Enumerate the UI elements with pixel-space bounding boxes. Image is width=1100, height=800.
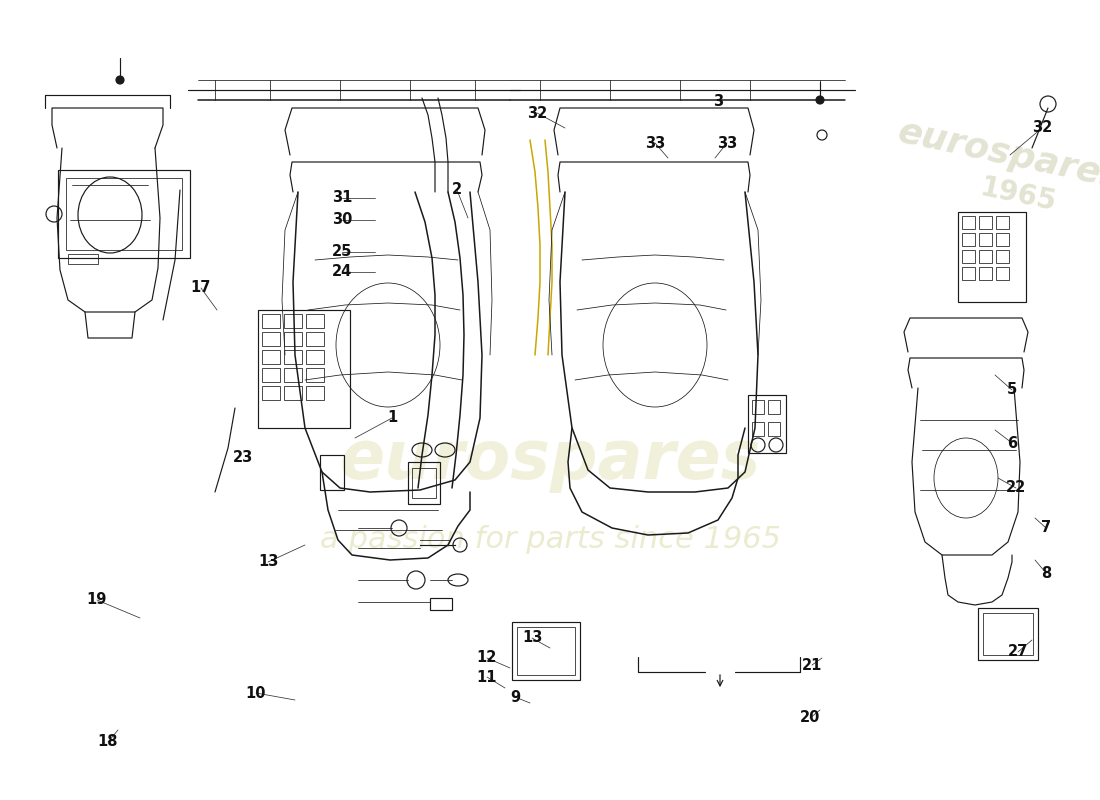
- Text: 32: 32: [1032, 121, 1052, 135]
- Bar: [284, 314, 302, 328]
- Bar: [262, 386, 280, 400]
- Circle shape: [816, 96, 824, 104]
- Text: 27: 27: [1008, 645, 1028, 659]
- Bar: [962, 267, 975, 280]
- Bar: [306, 350, 324, 364]
- Bar: [262, 332, 280, 346]
- Bar: [306, 386, 324, 400]
- Text: 1965: 1965: [977, 174, 1059, 217]
- Bar: [517, 627, 575, 675]
- Text: 24: 24: [332, 265, 352, 279]
- Text: a passion for parts since 1965: a passion for parts since 1965: [319, 526, 781, 554]
- Text: 5: 5: [1006, 382, 1018, 398]
- Text: 3: 3: [713, 94, 723, 110]
- Bar: [996, 233, 1009, 246]
- Bar: [748, 395, 786, 453]
- Text: 9: 9: [510, 690, 520, 705]
- Bar: [58, 170, 190, 258]
- Text: 22: 22: [1005, 481, 1026, 495]
- Bar: [430, 598, 452, 610]
- Bar: [284, 332, 302, 346]
- Text: 13: 13: [521, 630, 542, 646]
- Text: 11: 11: [476, 670, 497, 685]
- Bar: [996, 216, 1009, 229]
- Bar: [996, 267, 1009, 280]
- Bar: [258, 310, 350, 428]
- Bar: [958, 212, 1026, 302]
- Bar: [979, 267, 992, 280]
- Circle shape: [116, 76, 124, 84]
- Text: 1: 1: [387, 410, 397, 426]
- Text: 30: 30: [332, 213, 352, 227]
- Text: 12: 12: [476, 650, 497, 666]
- Text: 33: 33: [717, 135, 737, 150]
- Bar: [262, 368, 280, 382]
- Text: 17: 17: [190, 281, 211, 295]
- Text: 23: 23: [233, 450, 253, 466]
- Bar: [320, 455, 344, 490]
- Text: eurospares: eurospares: [339, 427, 761, 493]
- Bar: [752, 422, 764, 436]
- Bar: [979, 216, 992, 229]
- Text: 25: 25: [332, 245, 352, 259]
- Bar: [306, 368, 324, 382]
- Bar: [979, 233, 992, 246]
- Text: 18: 18: [98, 734, 119, 750]
- Bar: [284, 386, 302, 400]
- Bar: [962, 250, 975, 263]
- Bar: [979, 250, 992, 263]
- Text: 6: 6: [1006, 435, 1018, 450]
- Text: 2: 2: [452, 182, 462, 198]
- Bar: [412, 468, 436, 498]
- Text: 20: 20: [800, 710, 821, 726]
- Text: 21: 21: [802, 658, 822, 673]
- Bar: [962, 233, 975, 246]
- Bar: [306, 332, 324, 346]
- Bar: [512, 622, 580, 680]
- Bar: [768, 422, 780, 436]
- Bar: [262, 314, 280, 328]
- Text: 13: 13: [257, 554, 278, 570]
- Bar: [284, 350, 302, 364]
- Bar: [768, 400, 780, 414]
- Bar: [408, 462, 440, 504]
- Text: 10: 10: [245, 686, 266, 701]
- Bar: [262, 350, 280, 364]
- Bar: [996, 250, 1009, 263]
- Text: 8: 8: [1041, 566, 1052, 581]
- Text: 32: 32: [527, 106, 547, 121]
- Text: 33: 33: [645, 135, 665, 150]
- Text: 31: 31: [332, 190, 352, 206]
- Text: 7: 7: [1041, 521, 1052, 535]
- Bar: [284, 368, 302, 382]
- Bar: [68, 254, 98, 264]
- Bar: [752, 400, 764, 414]
- Bar: [978, 608, 1038, 660]
- Bar: [962, 216, 975, 229]
- Bar: [66, 178, 182, 250]
- Bar: [306, 314, 324, 328]
- Text: 19: 19: [87, 593, 107, 607]
- Text: eurospares: eurospares: [894, 114, 1100, 195]
- Bar: [983, 613, 1033, 655]
